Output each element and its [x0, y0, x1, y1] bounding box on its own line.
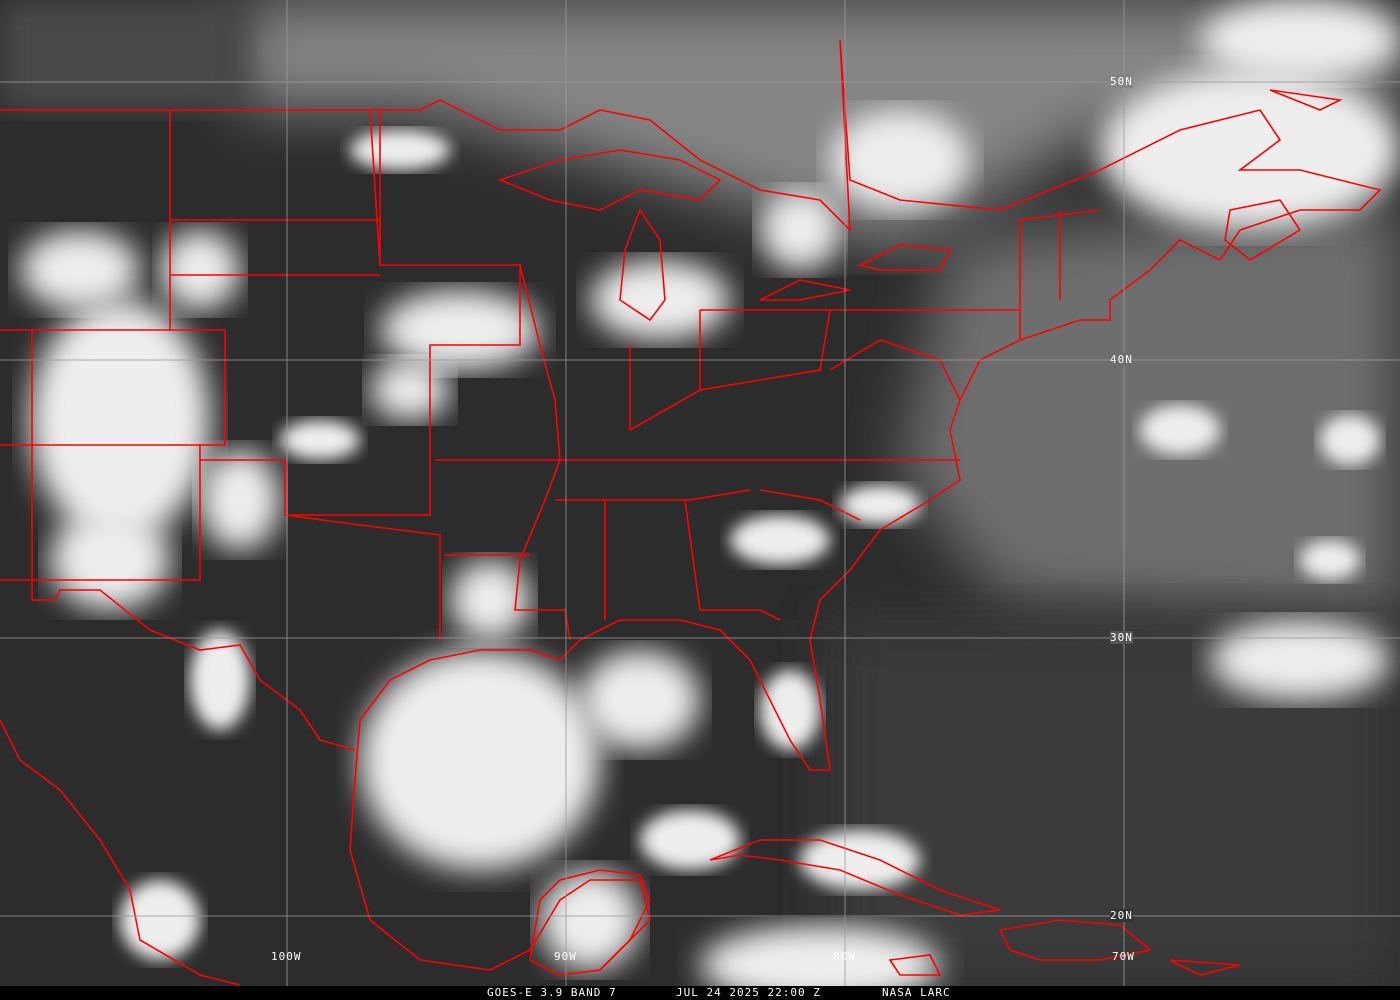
lat-label-40n: 40N: [1110, 353, 1133, 366]
timestamp-label: JUL 24 2025 22:00 Z: [676, 986, 821, 999]
lon-label-100w: 100W: [271, 950, 302, 963]
lat-label-50n: 50N: [1110, 75, 1133, 88]
political-borders: [0, 39, 1382, 986]
lat-label-20n: 20N: [1110, 909, 1133, 922]
lon-label-90w: 90W: [554, 950, 577, 963]
satellite-band-label: GOES-E 3.9 BAND 7: [487, 986, 617, 999]
lon-label-70w: 70W: [1112, 950, 1135, 963]
lon-label-80w: 80W: [833, 950, 856, 963]
lat-label-30n: 30N: [1110, 631, 1133, 644]
image-caption-bar: GOES-E 3.9 BAND 7 JUL 24 2025 22:00 Z NA…: [0, 986, 1400, 1000]
source-label: NASA LARC: [882, 986, 951, 999]
